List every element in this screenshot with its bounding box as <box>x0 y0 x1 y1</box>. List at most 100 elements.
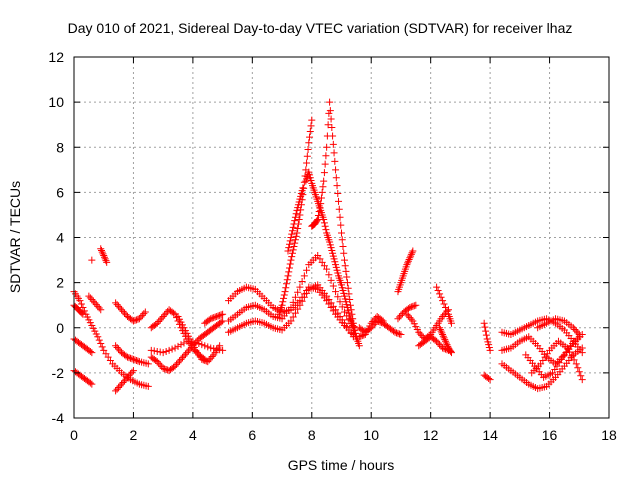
data-point <box>407 315 415 323</box>
data-point <box>137 313 145 321</box>
data-point <box>345 290 353 298</box>
data-point <box>99 250 107 258</box>
data-point <box>340 256 348 264</box>
data-point <box>287 256 295 264</box>
data-point <box>128 355 136 363</box>
data-point <box>162 347 170 355</box>
data-point <box>177 355 185 363</box>
data-point <box>113 301 121 309</box>
data-point <box>112 387 120 395</box>
data-point <box>141 308 149 316</box>
data-point <box>395 313 403 321</box>
data-point <box>204 358 212 366</box>
data-point <box>578 376 586 384</box>
data-point <box>128 368 136 376</box>
series-prn-t <box>284 184 307 255</box>
data-point <box>439 331 447 339</box>
data-point <box>122 375 130 383</box>
data-point <box>101 255 109 263</box>
data-point <box>153 358 161 366</box>
data-point <box>403 310 411 318</box>
data-point <box>344 284 352 292</box>
series-prn-ac <box>433 283 455 327</box>
data-point <box>303 289 311 297</box>
data-point <box>199 356 207 364</box>
x-tick-label: 16 <box>542 427 558 443</box>
data-point <box>174 342 182 350</box>
data-point <box>211 313 219 321</box>
data-point <box>330 149 338 157</box>
data-point <box>318 188 326 196</box>
data-point <box>303 159 311 167</box>
data-point <box>156 348 164 356</box>
data-point <box>322 226 330 234</box>
data-point <box>320 215 328 223</box>
data-point <box>372 314 380 322</box>
series-prn-m <box>147 337 227 357</box>
data-point <box>327 115 335 123</box>
data-point <box>317 200 325 208</box>
data-point <box>207 344 215 352</box>
data-point <box>397 331 405 339</box>
data-point <box>577 372 585 380</box>
data-point <box>178 354 186 362</box>
data-point <box>284 247 292 255</box>
data-point <box>578 344 586 352</box>
data-point <box>320 177 328 185</box>
data-points <box>70 98 586 395</box>
data-point <box>437 327 445 335</box>
y-axis-title: SDTVAR / TECUs <box>7 181 23 293</box>
data-point <box>134 357 142 365</box>
data-point <box>192 339 200 347</box>
data-point <box>285 244 293 252</box>
data-point <box>285 240 293 248</box>
data-point <box>116 304 124 312</box>
data-point <box>355 342 363 350</box>
data-point <box>418 332 426 340</box>
data-point <box>410 302 418 310</box>
data-point <box>433 337 441 345</box>
data-point <box>219 317 227 325</box>
data-point <box>284 272 292 280</box>
data-point <box>334 190 342 198</box>
data-point <box>186 345 194 353</box>
data-point <box>289 246 297 254</box>
data-point <box>92 301 100 309</box>
data-point <box>288 249 296 257</box>
data-point <box>349 315 357 323</box>
data-point <box>481 323 489 331</box>
data-point <box>409 247 417 255</box>
data-point <box>307 122 315 130</box>
data-point <box>162 309 170 317</box>
data-point <box>208 314 216 322</box>
data-point <box>118 380 126 388</box>
data-point <box>358 332 366 340</box>
data-point <box>204 343 212 351</box>
series-prn-o <box>201 310 227 327</box>
data-point <box>394 315 402 323</box>
data-point <box>210 314 218 322</box>
data-point <box>339 243 347 251</box>
y-tick-label: -2 <box>52 365 65 381</box>
data-point <box>287 303 295 311</box>
data-point <box>103 258 111 266</box>
series-prn-z <box>394 301 420 323</box>
data-point <box>86 347 94 355</box>
data-point <box>100 253 108 261</box>
data-point <box>403 261 411 269</box>
data-point <box>404 312 412 320</box>
x-tick-label: 8 <box>308 427 316 443</box>
data-point <box>315 208 323 216</box>
data-point <box>367 319 375 327</box>
data-point <box>575 331 583 339</box>
data-point <box>329 140 337 148</box>
data-point <box>214 312 222 320</box>
data-point <box>442 337 450 345</box>
data-point <box>442 339 450 347</box>
data-point <box>292 210 300 218</box>
data-point <box>177 341 185 349</box>
data-point <box>407 250 415 258</box>
data-point <box>392 329 400 337</box>
data-point <box>278 301 286 309</box>
data-point <box>79 303 87 311</box>
